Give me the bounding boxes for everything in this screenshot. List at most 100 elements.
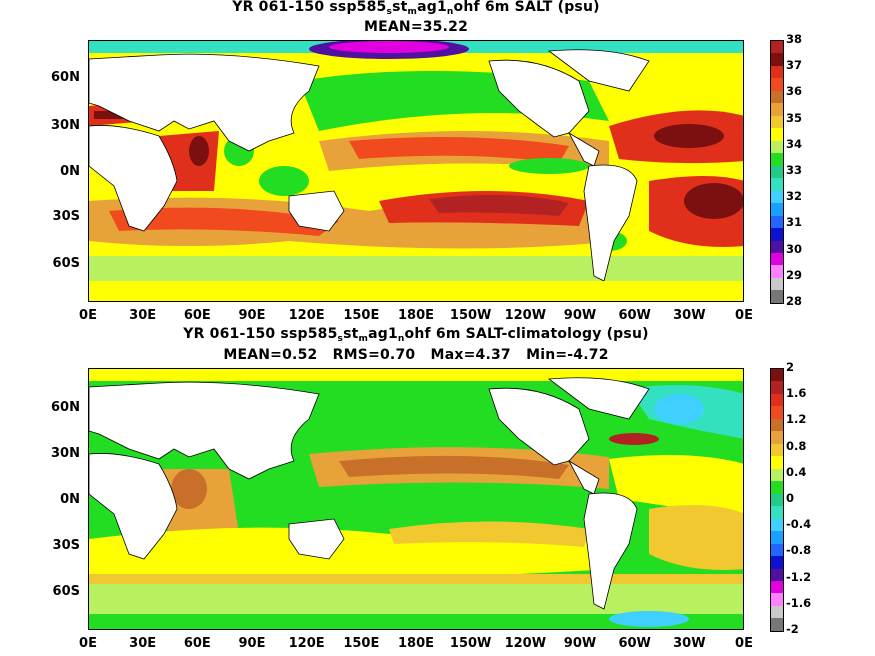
y-tick-30n-b: 30N bbox=[51, 446, 80, 461]
bottom-panel-stats: MEAN=0.52 RMS=0.70 Max=4.37 Min=-4.72 bbox=[223, 347, 609, 363]
x-tick-label: 60E bbox=[183, 636, 211, 651]
colorbar-label: 36 bbox=[786, 84, 803, 99]
y-tick-0n: 0N bbox=[60, 164, 80, 179]
colorbar-label: 29 bbox=[786, 267, 803, 282]
colorbar-swatch bbox=[771, 481, 783, 494]
x-tick-label: 90W bbox=[563, 636, 597, 651]
x-tick-label: 60E bbox=[183, 308, 211, 323]
top-panel-title: YR 061-150 ssp585sstmag1nohf 6m SALT (ps… bbox=[232, 0, 600, 17]
colorbar-swatch bbox=[771, 406, 783, 419]
colorbar-swatch bbox=[771, 381, 783, 394]
colorbar-swatch bbox=[771, 468, 783, 482]
x-tick-label: 120E bbox=[288, 636, 325, 651]
x-tick-label: 120W bbox=[504, 308, 547, 323]
colorbar-label: 0.8 bbox=[786, 438, 807, 453]
x-tick-label: 0E bbox=[79, 308, 97, 323]
x-tick-label: 120W bbox=[504, 636, 547, 651]
colorbar-swatch bbox=[771, 531, 783, 544]
x-tick-label: 30E bbox=[129, 636, 157, 651]
colorbar-label: 33 bbox=[786, 163, 803, 177]
colorbar-swatch bbox=[771, 41, 783, 54]
colorbar-swatch bbox=[771, 518, 783, 532]
bottom-panel-title: YR 061-150 ssp585sstmag1nohf 6m SALT-cli… bbox=[183, 326, 649, 344]
y-tick-60n-b: 60N bbox=[51, 400, 80, 415]
colorbar-label: -2 bbox=[786, 622, 799, 636]
x-tick-label: 180E bbox=[397, 308, 435, 323]
y-tick-30s: 30S bbox=[52, 209, 80, 224]
colorbar-swatch bbox=[771, 128, 783, 141]
x-tick-label: 150E bbox=[343, 636, 380, 651]
y-tick-60n: 60N bbox=[51, 70, 80, 85]
colorbar-label: 0.4 bbox=[786, 464, 807, 479]
colorbar-label: 0 bbox=[786, 491, 795, 505]
bottom-anomaly-map bbox=[88, 368, 744, 630]
x-tick-label: 180E bbox=[397, 636, 435, 651]
x-tick-label: 90E bbox=[238, 308, 266, 323]
y-tick-60s-b: 60S bbox=[52, 584, 80, 599]
colorbar-label: 34 bbox=[786, 136, 803, 151]
colorbar-swatch bbox=[771, 240, 783, 253]
colorbar-label: -0.8 bbox=[786, 543, 812, 558]
colorbar-swatch bbox=[771, 418, 783, 432]
x-tick-label: 0E bbox=[79, 636, 97, 651]
colorbar-label: 28 bbox=[786, 294, 803, 308]
colorbar-swatch bbox=[771, 215, 783, 229]
colorbar-swatch bbox=[771, 65, 783, 79]
colorbar-swatch bbox=[771, 78, 783, 91]
bottom-colorbar bbox=[770, 368, 784, 632]
top-panel-stats: MEAN=35.22 bbox=[363, 19, 469, 35]
colorbar-label: -0.4 bbox=[786, 517, 812, 532]
colorbar-label: 2 bbox=[786, 360, 795, 374]
colorbar-label: 38 bbox=[786, 32, 803, 46]
colorbar-swatch bbox=[771, 369, 783, 382]
colorbar-label: 30 bbox=[786, 241, 803, 256]
colorbar-swatch bbox=[771, 618, 783, 631]
colorbar-swatch bbox=[771, 252, 783, 266]
colorbar-swatch bbox=[771, 228, 783, 241]
colorbar-swatch bbox=[771, 556, 783, 569]
x-tick-label: 60W bbox=[618, 308, 651, 323]
y-tick-30n: 30N bbox=[51, 118, 80, 133]
colorbar-swatch bbox=[771, 568, 783, 581]
x-tick-label: 90E bbox=[238, 636, 266, 651]
colorbar-swatch bbox=[771, 393, 783, 407]
colorbar-swatch bbox=[771, 90, 783, 104]
top-salinity-map bbox=[88, 40, 744, 302]
colorbar-swatch bbox=[771, 265, 783, 278]
y-tick-0n-b: 0N bbox=[60, 492, 80, 507]
colorbar-label: 37 bbox=[786, 58, 803, 73]
x-tick-label: 120E bbox=[288, 308, 325, 323]
colorbar-swatch bbox=[771, 506, 783, 519]
x-tick-label: 150E bbox=[343, 308, 380, 323]
colorbar-swatch bbox=[771, 493, 783, 507]
x-tick-label: 150W bbox=[449, 636, 492, 651]
colorbar-swatch bbox=[771, 153, 783, 166]
colorbar-swatch bbox=[771, 103, 783, 116]
colorbar-swatch bbox=[771, 178, 783, 191]
colorbar-swatch bbox=[771, 115, 783, 129]
colorbar-swatch bbox=[771, 165, 783, 179]
colorbar-label: -1.2 bbox=[786, 569, 812, 584]
colorbar-swatch bbox=[771, 203, 783, 216]
y-tick-60s: 60S bbox=[52, 256, 80, 271]
x-tick-label: 30W bbox=[673, 636, 706, 651]
x-tick-label: 0E bbox=[735, 308, 753, 323]
colorbar-label: -1.6 bbox=[786, 595, 812, 610]
colorbar-swatch bbox=[771, 53, 783, 66]
colorbar-label: 31 bbox=[786, 215, 803, 230]
colorbar-swatch bbox=[771, 190, 783, 204]
colorbar-swatch bbox=[771, 580, 783, 594]
colorbar-swatch bbox=[771, 431, 783, 444]
x-tick-label: 30W bbox=[673, 308, 706, 323]
x-tick-label: 0E bbox=[735, 636, 753, 651]
colorbar-swatch bbox=[771, 290, 783, 303]
colorbar-swatch bbox=[771, 443, 783, 457]
top-colorbar bbox=[770, 40, 784, 304]
colorbar-swatch bbox=[771, 593, 783, 606]
x-tick-label: 60W bbox=[618, 636, 651, 651]
colorbar-swatch bbox=[771, 605, 783, 619]
colorbar-swatch bbox=[771, 456, 783, 469]
colorbar-swatch bbox=[771, 277, 783, 291]
x-tick-label: 90W bbox=[563, 308, 597, 323]
x-tick-label: 30E bbox=[129, 308, 157, 323]
